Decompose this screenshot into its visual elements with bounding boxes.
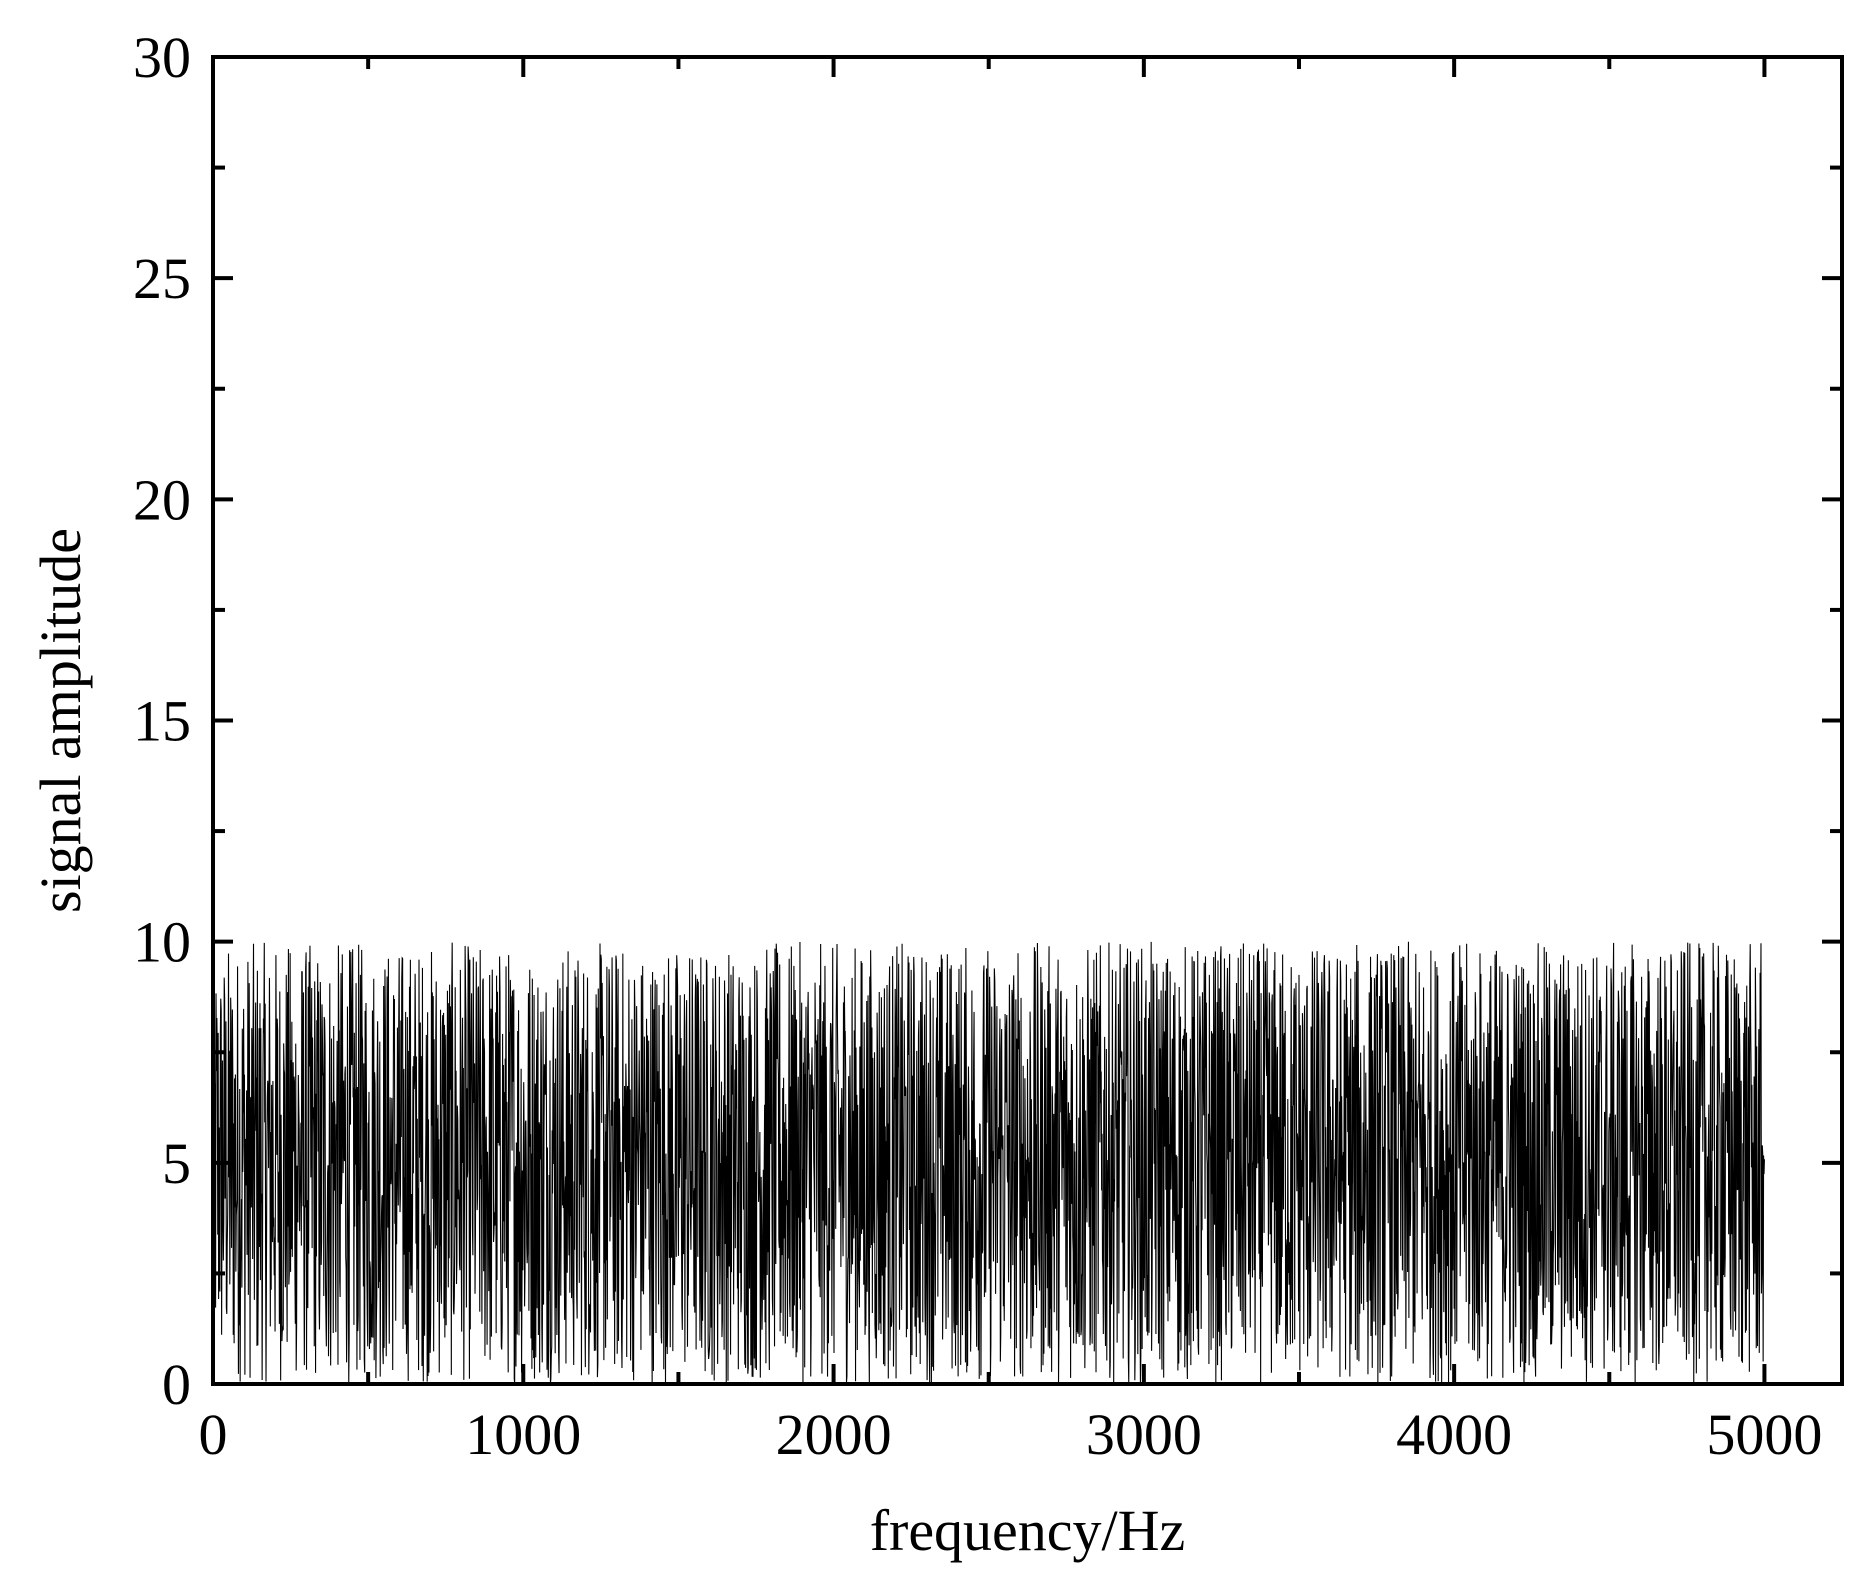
y-tick-label: 30 — [133, 25, 191, 90]
y-tick-label: 5 — [162, 1131, 191, 1196]
x-tick-label: 3000 — [1086, 1402, 1202, 1467]
y-tick-label: 10 — [133, 910, 191, 975]
y-tick-label: 25 — [133, 246, 191, 311]
y-tick-label: 20 — [133, 467, 191, 532]
x-tick-label: 2000 — [776, 1402, 892, 1467]
tick-labels: 0 1000 2000 3000 4000 5000 0 5 10 15 20 25 30 — [133, 25, 1822, 1467]
y-tick-label: 15 — [133, 689, 191, 754]
series-line — [212, 941, 1765, 1384]
x-tick-label: 0 — [199, 1402, 228, 1467]
x-tick-label: 1000 — [465, 1402, 581, 1467]
axis-ticks — [211, 55, 1842, 1386]
x-tick-label: 4000 — [1396, 1402, 1512, 1467]
y-axis-title: signal amplitude — [28, 528, 93, 913]
plot-area — [212, 941, 1765, 1384]
x-axis-title: frequency/Hz — [870, 1498, 1186, 1563]
y-tick-label: 0 — [162, 1352, 191, 1417]
x-tick-label: 5000 — [1706, 1402, 1822, 1467]
